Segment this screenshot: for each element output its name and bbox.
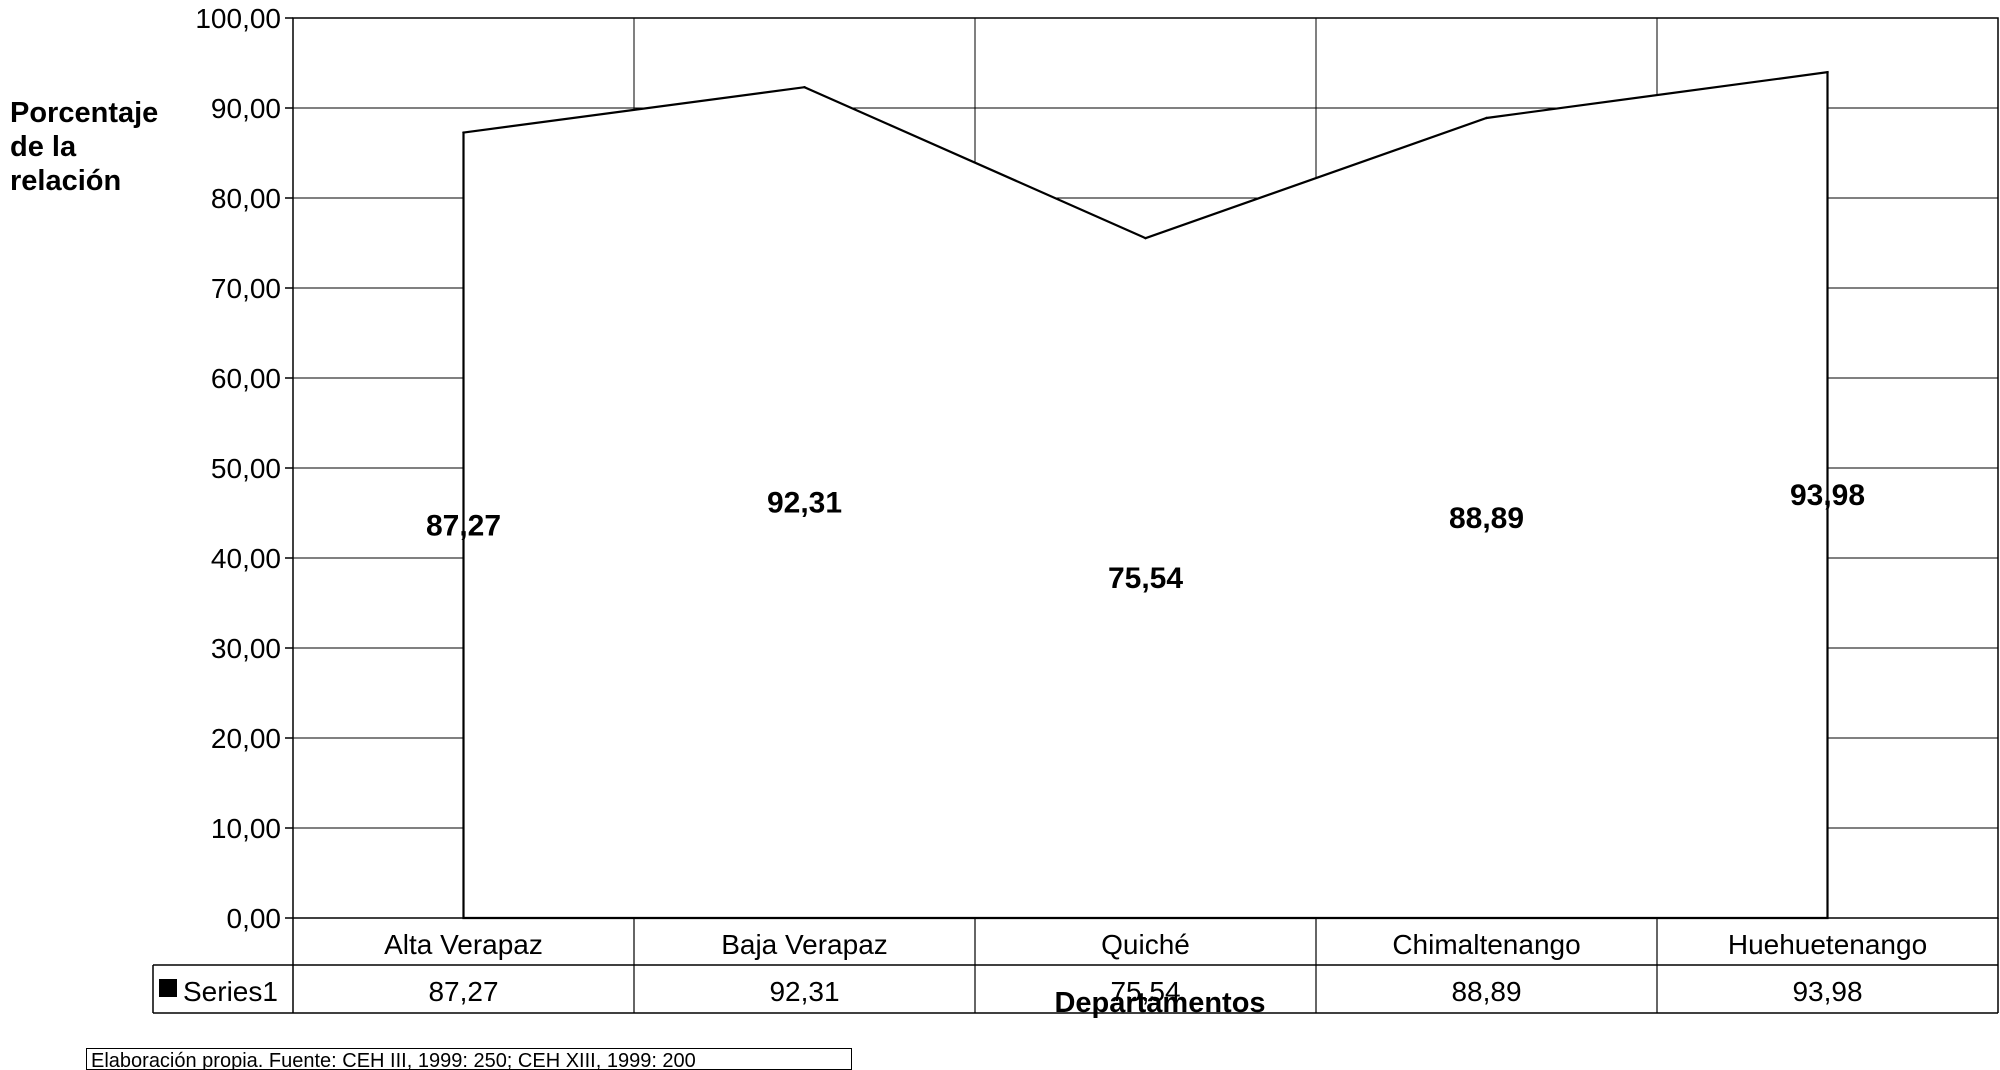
data-point-3 <box>1485 116 1488 120</box>
data-point-4 <box>1826 70 1829 74</box>
source-note: Elaboración propia. Fuente: CEH III, 199… <box>86 1048 852 1070</box>
y-tick-label-4: 40,00 <box>211 543 281 574</box>
y-tick-label-6: 60,00 <box>211 363 281 394</box>
table-value-4: 93,98 <box>1792 976 1862 1007</box>
x-tick-label-1: Baja Verapaz <box>721 929 888 960</box>
table-value-3: 88,89 <box>1451 976 1521 1007</box>
y-tick-label-9: 90,00 <box>211 93 281 124</box>
data-label-3: 88,89 <box>1449 502 1524 535</box>
table-value-2: 75,54 <box>1110 976 1180 1007</box>
plot-frame <box>292 17 1999 919</box>
x-tick-label-4: Huehuetenango <box>1728 929 1927 960</box>
table-value-0: 87,27 <box>428 976 498 1007</box>
x-tick-label-0: Alta Verapaz <box>384 929 543 960</box>
table-value-1: 92,31 <box>769 976 839 1007</box>
y-tick-label-5: 50,00 <box>211 453 281 484</box>
y-tick-label-0: 0,00 <box>227 903 282 934</box>
y-tick-label-2: 20,00 <box>211 723 281 754</box>
data-label-0: 87,27 <box>426 509 501 542</box>
data-point-2 <box>1144 236 1147 240</box>
y-axis-label-line-1: Porcentaje <box>10 97 159 129</box>
legend-marker <box>159 979 177 997</box>
y-tick-label-1: 10,00 <box>211 813 281 844</box>
data-point-0 <box>462 131 465 134</box>
legend-series-label: Series1 <box>183 976 278 1007</box>
y-axis-label-line-2: de la <box>10 131 77 163</box>
data-label-4: 93,98 <box>1790 479 1865 512</box>
x-tick-label-2: Quiché <box>1101 929 1190 960</box>
series-area-line <box>462 70 1829 920</box>
y-tick-label-3: 30,00 <box>211 633 281 664</box>
y-tick-label-10: 100,00 <box>195 3 281 34</box>
data-label-1: 92,31 <box>767 487 842 520</box>
y-axis-label: Porcentaje de la relación <box>10 96 158 198</box>
x-axis-label: Departamentos <box>1054 987 1266 1019</box>
x-tick-label-3: Chimaltenango <box>1392 929 1580 960</box>
data-point-1 <box>803 86 806 89</box>
y-tick-label-7: 70,00 <box>211 273 281 304</box>
y-axis-label-line-3: relación <box>10 165 122 197</box>
data-label-2: 75,54 <box>1108 562 1183 595</box>
y-tick-label-8: 80,00 <box>211 183 281 214</box>
